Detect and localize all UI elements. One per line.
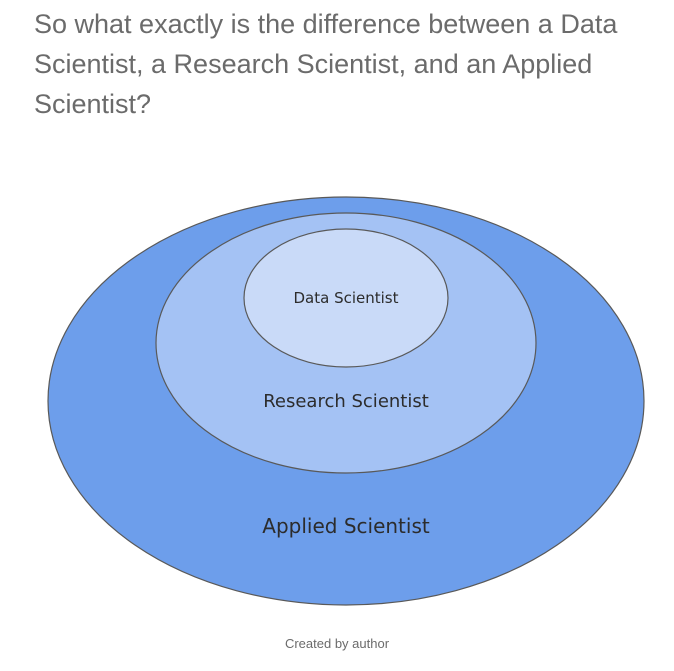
research-scientist-label: Research Scientist bbox=[263, 391, 429, 412]
data-scientist-ellipse bbox=[243, 228, 449, 368]
data-scientist-label: Data Scientist bbox=[294, 289, 399, 307]
article-heading: So what exactly is the difference betwee… bbox=[34, 9, 618, 119]
applied-scientist-label: Applied Scientist bbox=[262, 514, 430, 538]
image-caption: Created by author bbox=[284, 636, 390, 651]
